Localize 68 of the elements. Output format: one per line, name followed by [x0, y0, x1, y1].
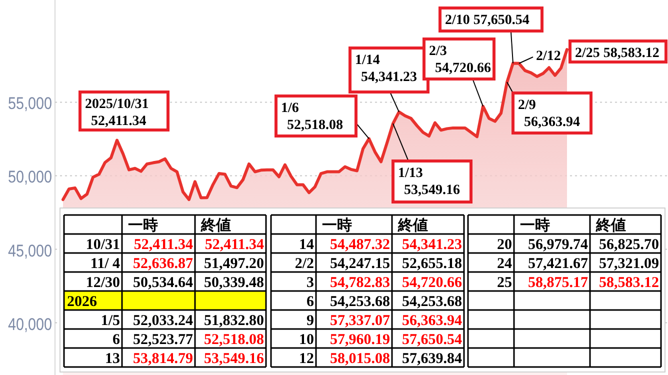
annotation: 2/10 57,650.54: [445, 13, 530, 28]
text: 54,720.66: [402, 275, 462, 291]
category-label: 12/30: [86, 275, 120, 291]
category-label: 一時: [520, 217, 550, 234]
annotation: 1/13 53,549.16: [398, 166, 460, 198]
y-tick-label: 50,000: [8, 168, 60, 187]
text: 54,487.32: [330, 237, 390, 253]
annotation: 2/9 56,363.94: [518, 98, 580, 130]
y-tick-label: 55,000: [8, 94, 60, 114]
text: 52,411.34: [204, 237, 264, 253]
annotation: 2/12: [536, 49, 561, 64]
text: 52,655.18: [402, 256, 462, 272]
text: 58,875.17: [528, 275, 588, 291]
text: 57,960.19: [330, 332, 390, 348]
category-label: 13: [105, 351, 120, 367]
category-label: 14: [299, 237, 314, 253]
text: 57,639.84: [402, 351, 462, 367]
category-label: 12: [299, 351, 314, 367]
text: 57,650.54: [402, 332, 462, 348]
category-label: 終値: [595, 217, 626, 234]
text: 50,534.64: [133, 275, 193, 291]
text: 52,523.77: [133, 332, 193, 348]
category-label: 25: [497, 275, 512, 291]
text: 52,411.34: [134, 237, 193, 253]
text: 57,421.67: [528, 256, 588, 272]
text: 56,825.70: [599, 237, 659, 253]
category-label: 10: [299, 332, 314, 348]
text: 57,321.09: [599, 256, 659, 272]
text: 58,583.12: [599, 275, 659, 291]
text: 2/25 58,583.12: [575, 46, 660, 61]
category-label: 6: [112, 332, 120, 348]
text: 53,814.79: [133, 351, 193, 367]
category-label: 9: [306, 313, 314, 329]
text: 52,636.87: [133, 256, 193, 272]
annotation: 1/14 54,341.23: [355, 53, 417, 85]
category-label: 2026: [67, 294, 97, 310]
text: 51,832.80: [204, 313, 264, 329]
text: 50,339.48: [204, 275, 264, 291]
text: 51,497.20: [204, 256, 264, 272]
y-tick-label: 45,000: [8, 241, 60, 260]
text: 52,033.24: [133, 313, 193, 329]
category-label: 終値: [397, 217, 428, 234]
text: 54,782.83: [330, 275, 390, 291]
category-label: 20: [497, 237, 512, 253]
text: 54,341.23: [402, 237, 462, 253]
text: 58,015.08: [330, 351, 390, 367]
text: 53,549.16: [204, 351, 264, 367]
category-label: 3: [306, 275, 314, 291]
text: 54,253.68: [402, 294, 462, 310]
annotation: 2/3 54,720.66: [429, 44, 491, 76]
category-label: 終値: [200, 217, 231, 234]
text: 54,253.68: [330, 294, 390, 310]
category-label: 2/2: [294, 256, 314, 272]
text: 57,337.07: [330, 313, 390, 329]
text: 52,518.08: [204, 332, 264, 348]
category-label: 一時: [322, 217, 352, 234]
annotation: 2025/10/31 52,411.34: [85, 97, 149, 129]
category-label: 24: [497, 256, 512, 272]
y-tick-label: 40,000: [8, 314, 60, 334]
category-label: 1/5: [100, 313, 120, 329]
text: 56,979.74: [528, 237, 588, 253]
annotation: 1/6 52,518.08: [281, 101, 343, 133]
category-label: 一時: [128, 217, 158, 234]
text: 56,363.94: [402, 313, 462, 329]
text: 54,247.15: [330, 256, 390, 272]
category-label: 6: [306, 294, 314, 310]
category-label: 11/ 4: [90, 256, 120, 272]
category-label: 10/31: [86, 237, 120, 253]
